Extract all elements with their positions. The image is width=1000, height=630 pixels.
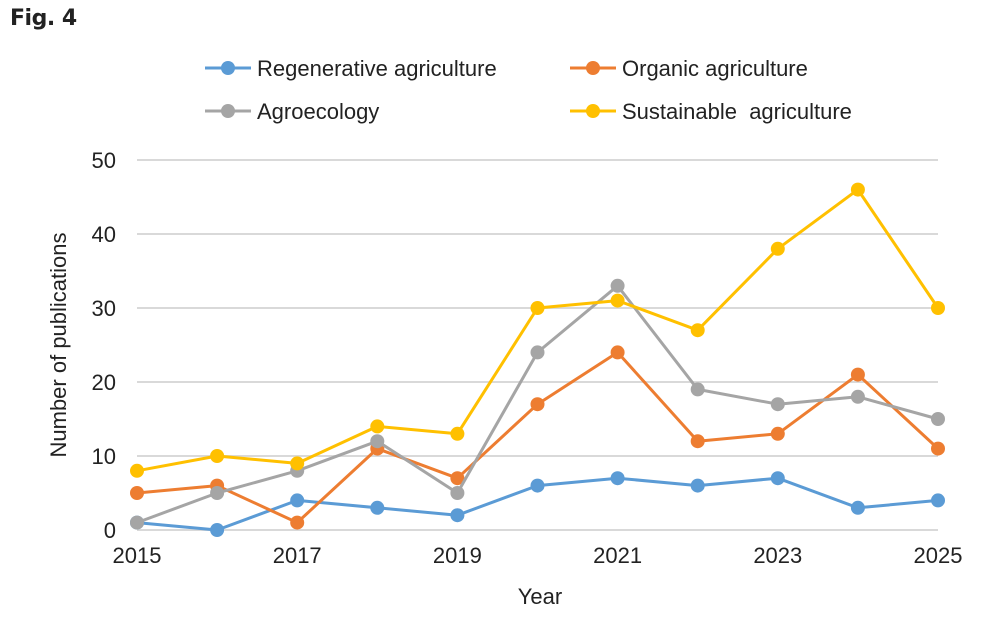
x-axis-title: Year [518, 584, 562, 609]
data-point [931, 412, 945, 426]
data-point [370, 434, 385, 449]
data-point [610, 278, 625, 293]
data-point [290, 515, 305, 530]
y-axis-title: Number of publications [46, 232, 71, 457]
data-point [450, 471, 465, 486]
series-organic-agriculture [130, 345, 945, 530]
data-point [130, 515, 144, 530]
legend-label: Regenerative agriculture [257, 56, 497, 81]
data-point [290, 493, 305, 508]
x-tick-label: 2025 [914, 543, 963, 568]
data-point [610, 345, 625, 360]
data-point [530, 478, 545, 493]
legend-item: Regenerative agriculture [205, 56, 497, 81]
x-axis-ticks: 2015 2017 2019 2021 2023 2025 [113, 543, 963, 568]
x-tick-label: 2015 [113, 543, 162, 568]
data-point [130, 463, 144, 478]
data-point [610, 471, 625, 486]
x-tick-label: 2021 [593, 543, 642, 568]
data-point [210, 486, 225, 500]
legend-label: Organic agriculture [622, 56, 808, 81]
data-point [690, 434, 705, 449]
legend-marker-icon [221, 104, 235, 118]
y-tick-label: 30 [92, 296, 116, 321]
legend: Regenerative agriculture Organic agricult… [205, 56, 852, 124]
legend-item: Sustainable agriculture [570, 99, 852, 124]
data-point [370, 500, 385, 515]
data-point [931, 301, 945, 315]
x-tick-label: 2023 [753, 543, 802, 568]
data-point [690, 323, 705, 338]
legend-item: Agroecology [205, 99, 379, 124]
y-axis-ticks: 0 10 20 30 40 50 [92, 148, 116, 543]
data-point [450, 486, 465, 500]
legend-marker-icon [586, 104, 600, 118]
data-point [770, 426, 785, 441]
data-point [690, 382, 705, 397]
data-point [931, 493, 945, 508]
data-point [210, 523, 225, 537]
data-point [610, 293, 625, 308]
legend-item: Organic agriculture [570, 56, 808, 81]
data-point [450, 426, 465, 441]
y-tick-label: 0 [104, 518, 116, 543]
legend-label: Sustainable agriculture [622, 99, 852, 124]
y-tick-label: 40 [92, 222, 116, 247]
data-point [770, 397, 785, 412]
data-point [850, 367, 865, 382]
legend-marker-icon [221, 61, 235, 75]
data-point [690, 478, 705, 493]
figure-label: Fig. 4 [10, 6, 77, 31]
data-point [850, 500, 865, 515]
x-tick-label: 2019 [433, 543, 482, 568]
x-tick-label: 2017 [273, 543, 322, 568]
data-point [770, 241, 785, 256]
data-point [130, 486, 144, 500]
data-point [290, 456, 305, 471]
gridlines [137, 159, 938, 531]
data-point [770, 471, 785, 486]
data-point [530, 397, 545, 412]
data-point [450, 508, 465, 523]
series-sustainable-agriculture [130, 182, 945, 478]
series [130, 182, 945, 537]
data-point [530, 301, 545, 315]
series-regenerative-agriculture [130, 471, 945, 537]
data-point [931, 441, 945, 456]
data-point [210, 449, 225, 463]
data-point [370, 419, 385, 434]
y-tick-label: 20 [92, 370, 116, 395]
y-tick-label: 10 [92, 444, 116, 469]
series-line [136, 188, 940, 473]
y-tick-label: 50 [92, 148, 116, 173]
legend-label: Agroecology [257, 99, 379, 124]
legend-marker-icon [586, 61, 600, 75]
data-point [850, 389, 865, 404]
series-line [136, 350, 940, 525]
data-point [530, 345, 545, 360]
data-point [850, 182, 865, 197]
